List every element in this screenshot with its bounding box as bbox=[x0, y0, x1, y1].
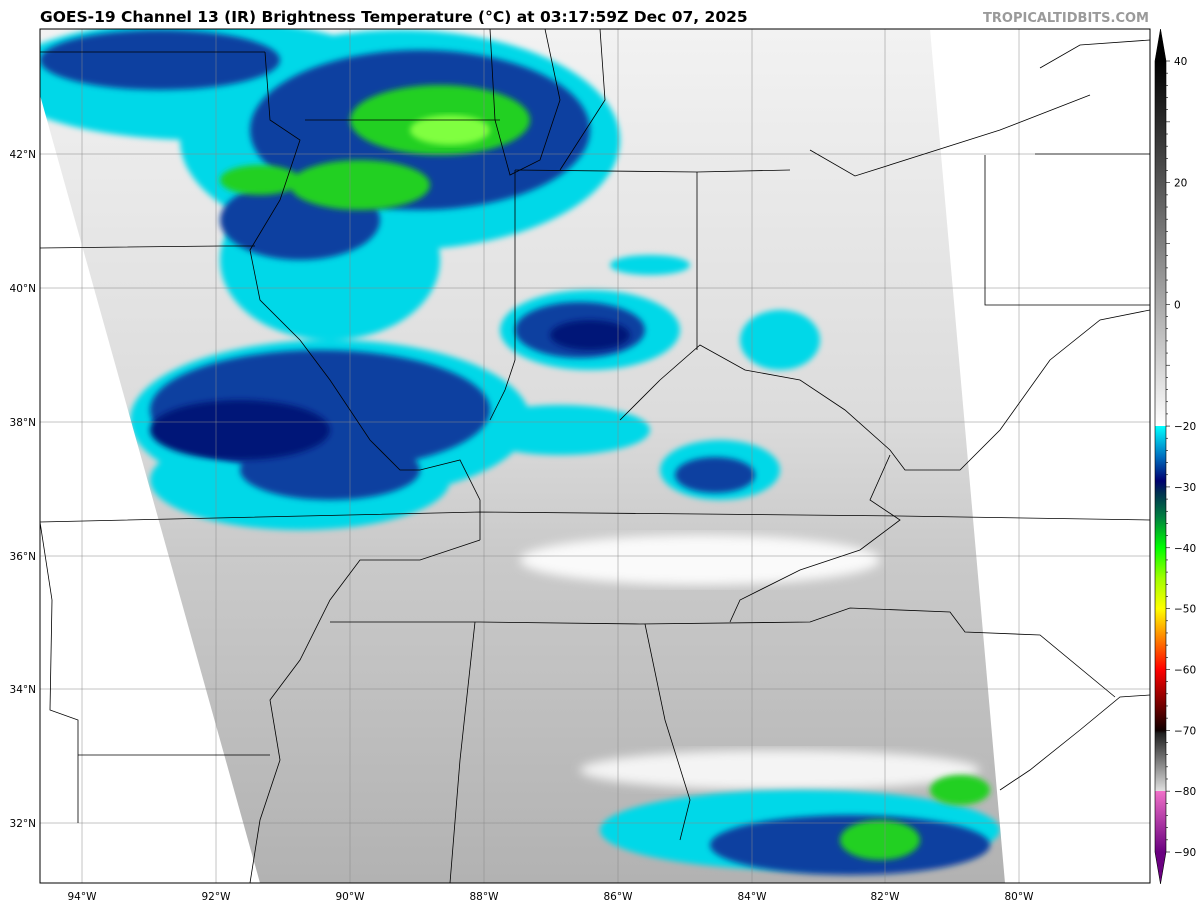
lat-label: 40°N bbox=[10, 283, 36, 295]
colorbar-tick-label: −90 bbox=[1174, 847, 1196, 859]
colorbar-tick-label: 0 bbox=[1174, 299, 1181, 311]
lat-label: 38°N bbox=[10, 417, 36, 429]
lat-label: 36°N bbox=[10, 551, 36, 563]
lon-label: 80°W bbox=[1005, 891, 1035, 903]
lon-label: 88°W bbox=[470, 891, 500, 903]
map-title: GOES-19 Channel 13 (IR) Brightness Tempe… bbox=[40, 8, 748, 26]
lon-label: 94°W bbox=[68, 891, 98, 903]
lon-label: 84°W bbox=[738, 891, 768, 903]
lon-label: 92°W bbox=[202, 891, 232, 903]
lon-label: 90°W bbox=[336, 891, 366, 903]
lon-label: 82°W bbox=[871, 891, 901, 903]
longitude-axis: 94°W 92°W 90°W 88°W 86°W 84°W 82°W 80°W bbox=[68, 891, 1035, 903]
colorbar-tick-label: 40 bbox=[1174, 56, 1187, 68]
lat-label: 32°N bbox=[10, 818, 36, 830]
lon-label: 86°W bbox=[604, 891, 634, 903]
colorbar-tick-label: −50 bbox=[1174, 604, 1196, 616]
colorbar-tick-label: −30 bbox=[1174, 482, 1196, 494]
cloud-features bbox=[40, 29, 1000, 875]
map-frame bbox=[39, 28, 1151, 884]
graticule bbox=[40, 29, 1150, 883]
colorbar-tick-label: −20 bbox=[1174, 421, 1196, 433]
colorbar-tick-label: 20 bbox=[1174, 178, 1187, 190]
colorbar-tick-label: −70 bbox=[1174, 725, 1196, 737]
colorbar-tick-label: −60 bbox=[1174, 664, 1196, 676]
state-borders bbox=[40, 29, 1150, 883]
latitude-axis: 42°N 40°N 38°N 36°N 34°N 32°N bbox=[10, 149, 36, 830]
colorbar-tick-label: −80 bbox=[1174, 786, 1196, 798]
lat-label: 34°N bbox=[10, 684, 36, 696]
lat-label: 42°N bbox=[10, 149, 36, 161]
colorbar-body bbox=[1154, 28, 1167, 885]
watermark: TROPICALTIDBITS.COM bbox=[983, 11, 1149, 26]
colorbar: 40 20 0 −20 −30 −40 −50 −60 −70 −80 −90 bbox=[1154, 28, 1196, 885]
colorbar-tick-label: −40 bbox=[1174, 543, 1196, 555]
